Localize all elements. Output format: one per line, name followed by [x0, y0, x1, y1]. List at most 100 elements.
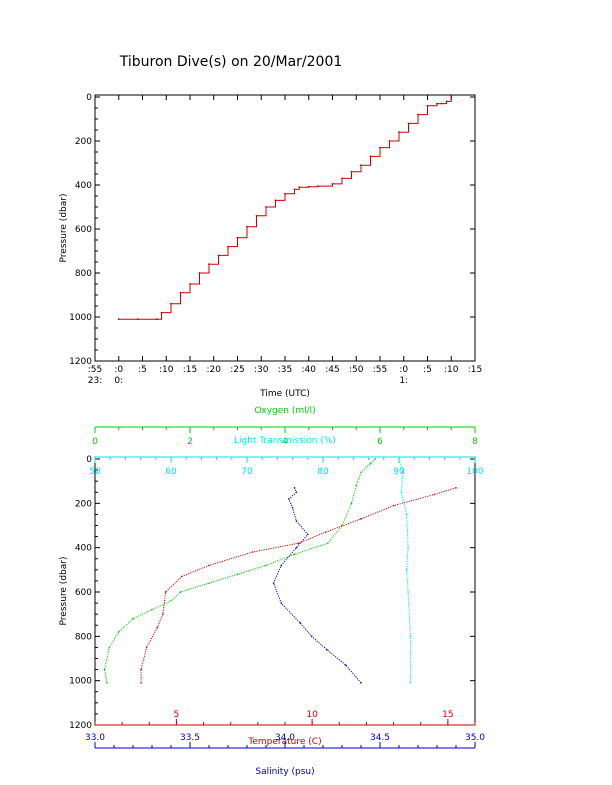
depth-point [360, 164, 362, 167]
salinity-point [280, 602, 283, 604]
top-x-tick-label: :5 [138, 365, 147, 375]
depth-point [170, 302, 172, 305]
oxygen-point [117, 631, 120, 633]
salinity-point [288, 498, 290, 500]
temperature-point [145, 646, 148, 649]
top-y-tick-label: 200 [75, 137, 92, 147]
depth-point [227, 245, 229, 248]
oxygen-point [108, 646, 111, 649]
depth-point [307, 185, 310, 188]
top-y-tick-label: 600 [75, 225, 92, 235]
salinity-point [345, 664, 347, 666]
depth-point [117, 318, 120, 321]
light-axis-title: Light Transmission (%) [234, 436, 336, 446]
temperature-point [208, 564, 210, 567]
top-x-tick-sublabel: 0: [114, 376, 123, 386]
temperature-tick-label: 15 [442, 710, 453, 720]
salinity-point [360, 682, 362, 684]
figure-title: Tiburon Dive(s) on 20/Mar/2001 [119, 54, 343, 70]
top-x-tick-label: :20 [207, 365, 222, 375]
top-x-tick-label: :10 [444, 365, 459, 375]
depth-point [317, 185, 320, 188]
oxygen-point [374, 458, 377, 460]
depth-point [440, 102, 443, 105]
oxygen-point [106, 682, 108, 684]
bottom-y-axis: 0 200 400 600 800 1000 1200 [69, 455, 475, 731]
depth-point [198, 272, 201, 274]
depth-point [246, 225, 248, 228]
salinity-point [295, 520, 298, 522]
oxygen-point [293, 553, 296, 556]
bottom-y-tick-label: 400 [75, 544, 92, 554]
top-plot-frame [94, 94, 476, 362]
depth-point [426, 104, 429, 107]
depth-point [341, 177, 343, 180]
salinity-point [307, 533, 309, 536]
oxygen-point [355, 484, 358, 487]
depth-point [379, 146, 381, 149]
salinity-point [295, 546, 298, 549]
bottom-y-tick-label: 200 [75, 499, 92, 509]
oxygen-point [326, 542, 329, 545]
temperature-point [140, 668, 142, 671]
top-y-tick-label: 800 [75, 269, 92, 279]
top-x-tick-label: :15 [468, 365, 482, 375]
depth-point [436, 102, 438, 105]
temperature-point [251, 551, 254, 553]
depth-point [450, 96, 453, 98]
top-x-tick-label: :10 [159, 365, 174, 375]
light-point [407, 546, 409, 549]
light-tick-label: 100 [466, 467, 483, 477]
oxygen-point [170, 600, 172, 602]
top-x-tick-label: :35 [278, 365, 292, 375]
salinity-point [293, 487, 296, 489]
temperature-point [392, 504, 395, 507]
temperature-profile-line [140, 487, 457, 683]
top-x-tick-label: :50 [349, 365, 364, 375]
bottom-series-layer [103, 458, 457, 684]
top-y-tick-label: 0 [86, 93, 92, 103]
oxygen-point [369, 462, 372, 465]
salinity-point [299, 622, 302, 624]
salinity-point [291, 506, 294, 509]
light-tick-label: 60 [165, 467, 177, 477]
light-tick-label: 80 [317, 467, 329, 477]
top-x-tick-label: :55 [373, 365, 387, 375]
temperature-point [360, 518, 362, 520]
salinity-point [326, 648, 328, 651]
salinity-point [272, 582, 275, 584]
light-tick-label: 50 [89, 467, 101, 477]
top-y-tick-label: 400 [75, 181, 92, 191]
depth-point [136, 318, 139, 321]
bottom-y-tick-label: 1000 [69, 677, 92, 687]
temperature-tick-label: 5 [174, 710, 180, 720]
top-y-axis-label: Pressure (dbar) [59, 194, 69, 263]
light-point [405, 569, 408, 571]
depth-point [274, 199, 277, 202]
top-x-tick-label: :15 [183, 365, 197, 375]
depth-point [445, 100, 448, 103]
top-x-tick-label: :25 [230, 365, 244, 375]
depth-point [407, 122, 410, 125]
depth-point [331, 183, 334, 185]
salinity-tick-label: 34.5 [370, 733, 390, 743]
profile-chart: 0 200 400 600 800 1000 1200 0 2 4 6 8 Oxygen (ml/l)… [59, 406, 485, 777]
bottom-plot-frame [94, 456, 476, 726]
temperature-point [162, 613, 164, 615]
salinity-axis-title: Salinity (psu) [255, 767, 314, 777]
oxygen-point [103, 668, 106, 671]
bottom-y-tick-label: 1200 [69, 721, 92, 731]
top-x-tick-sublabel: 23: [88, 376, 102, 386]
top-x-tick-sublabel: 1: [399, 376, 408, 386]
temperature-point [297, 542, 300, 545]
depth-point [189, 283, 191, 285]
oxygen-tick-label: 6 [377, 437, 383, 447]
temperature-point [181, 575, 183, 578]
depth-point [350, 170, 353, 173]
depth-point [155, 318, 158, 321]
salinity-profile-line [273, 487, 362, 684]
top-x-tick-label: :30 [254, 365, 269, 375]
temperature-point [140, 682, 142, 684]
